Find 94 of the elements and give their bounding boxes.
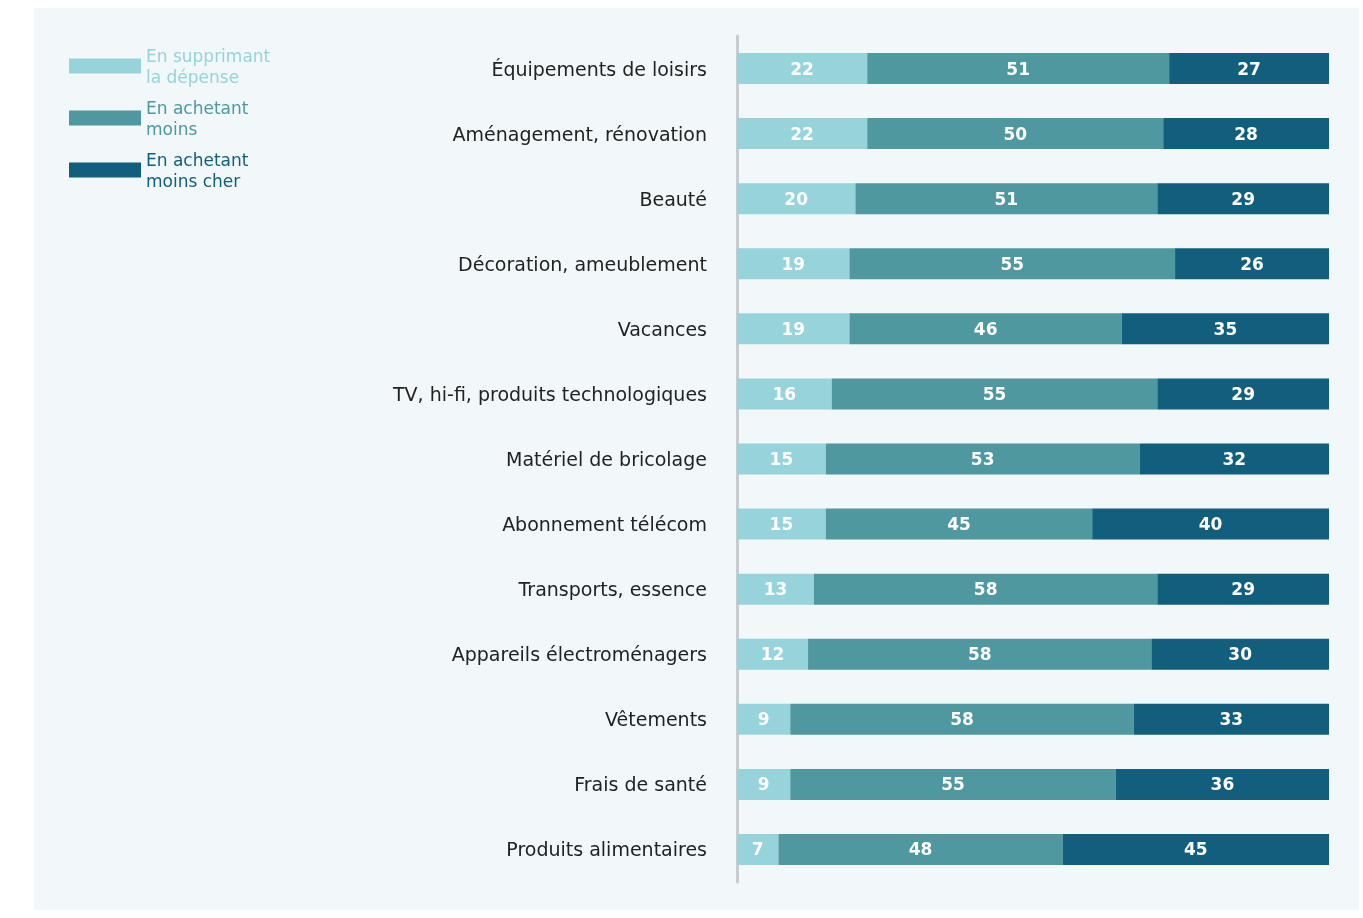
y-tick-label: Vêtements bbox=[605, 708, 707, 731]
bar bbox=[1157, 573, 1329, 605]
bar bbox=[737, 183, 856, 215]
data-label: 58 bbox=[950, 709, 974, 730]
data-label: 53 bbox=[970, 449, 995, 469]
bar bbox=[867, 53, 1170, 85]
data-label: 29 bbox=[1231, 383, 1255, 404]
bar bbox=[737, 443, 826, 475]
bar bbox=[1163, 118, 1329, 150]
data-label: 51 bbox=[994, 188, 1019, 209]
data-label: 22 bbox=[790, 58, 814, 79]
bar bbox=[825, 508, 1093, 540]
bar bbox=[790, 703, 1134, 735]
bar bbox=[1157, 378, 1329, 410]
data-label: 20 bbox=[784, 188, 809, 209]
data-label: 29 bbox=[1231, 188, 1255, 209]
bar bbox=[737, 53, 868, 85]
data-label: 16 bbox=[772, 383, 797, 404]
bar bbox=[825, 443, 1140, 475]
bar bbox=[737, 248, 850, 280]
data-label: 26 bbox=[1240, 253, 1264, 274]
bar bbox=[849, 248, 1176, 280]
data-label: 15 bbox=[769, 449, 794, 469]
y-tick-label: Produits alimentaires bbox=[506, 838, 707, 861]
data-label: 45 bbox=[1183, 839, 1208, 860]
bar bbox=[737, 768, 791, 800]
data-label: 15 bbox=[769, 514, 794, 535]
legend-label: En supprimant la dépense bbox=[146, 45, 276, 87]
bar bbox=[808, 638, 1152, 670]
y-tick-label: Frais de santé bbox=[574, 773, 707, 796]
bar bbox=[737, 833, 779, 865]
bar bbox=[737, 573, 814, 605]
legend-label: En achetant moins cher bbox=[146, 149, 254, 191]
bar bbox=[813, 573, 1158, 605]
data-label: 9 bbox=[757, 709, 770, 730]
y-tick-label: Matériel de bricolage bbox=[506, 448, 707, 470]
bar bbox=[1121, 313, 1329, 345]
y-tick-label: Aménagement, rénovation bbox=[452, 122, 707, 145]
bar bbox=[737, 378, 832, 410]
data-label: 28 bbox=[1234, 123, 1258, 144]
data-label: 9 bbox=[757, 774, 770, 795]
bar bbox=[1139, 443, 1329, 475]
data-label: 12 bbox=[760, 644, 785, 665]
data-label: 55 bbox=[941, 774, 965, 795]
data-label: 58 bbox=[967, 644, 992, 665]
bar bbox=[790, 768, 1116, 800]
data-label: 51 bbox=[1006, 58, 1031, 79]
bar bbox=[855, 183, 1158, 215]
y-tick-label: Équipements de loisirs bbox=[491, 57, 707, 80]
data-label: 58 bbox=[973, 579, 998, 600]
data-label: 32 bbox=[1222, 449, 1247, 469]
y-tick-label: Beauté bbox=[639, 187, 707, 210]
y-tick-label: Abonnement télécom bbox=[502, 513, 707, 536]
legend-label: En achetant moins bbox=[146, 97, 254, 139]
data-label: 33 bbox=[1219, 709, 1244, 730]
data-label: 13 bbox=[763, 579, 788, 600]
y-tick-label: TV, hi-fi, produits technologiques bbox=[392, 382, 707, 405]
y-tick-label: Appareils électroménagers bbox=[451, 643, 707, 666]
data-label: 48 bbox=[908, 839, 933, 860]
data-label: 36 bbox=[1210, 774, 1235, 795]
bar bbox=[1115, 768, 1329, 800]
data-label: 30 bbox=[1228, 644, 1253, 665]
bar bbox=[778, 833, 1063, 865]
data-label: 35 bbox=[1213, 318, 1238, 339]
bar bbox=[1133, 703, 1329, 735]
bar bbox=[867, 118, 1164, 150]
data-label: 19 bbox=[781, 253, 806, 274]
y-tick-label: Transports, essence bbox=[517, 578, 707, 601]
bar bbox=[737, 638, 809, 670]
bar bbox=[1175, 248, 1329, 280]
bar bbox=[737, 118, 868, 150]
data-label: 50 bbox=[1003, 123, 1028, 144]
y-tick-label: Vacances bbox=[617, 317, 707, 340]
data-label: 40 bbox=[1198, 514, 1223, 535]
bar bbox=[737, 703, 791, 735]
data-label: 27 bbox=[1237, 58, 1261, 79]
data-label: 22 bbox=[790, 123, 814, 144]
y-tick-label: Décoration, ameublement bbox=[458, 252, 707, 275]
bar bbox=[1151, 638, 1329, 670]
data-label: 55 bbox=[982, 383, 1007, 404]
data-label: 45 bbox=[947, 514, 971, 535]
data-label: 46 bbox=[973, 318, 998, 339]
bar bbox=[1169, 53, 1329, 85]
bar bbox=[737, 313, 850, 345]
bar bbox=[1062, 833, 1329, 865]
bar bbox=[737, 508, 826, 540]
data-label: 19 bbox=[781, 318, 806, 339]
bar bbox=[1092, 508, 1329, 540]
bar bbox=[1157, 183, 1329, 215]
data-label: 29 bbox=[1231, 579, 1255, 600]
bar bbox=[831, 378, 1158, 410]
data-label: 7 bbox=[751, 839, 764, 860]
bar bbox=[849, 313, 1122, 345]
data-label: 55 bbox=[1000, 253, 1025, 274]
